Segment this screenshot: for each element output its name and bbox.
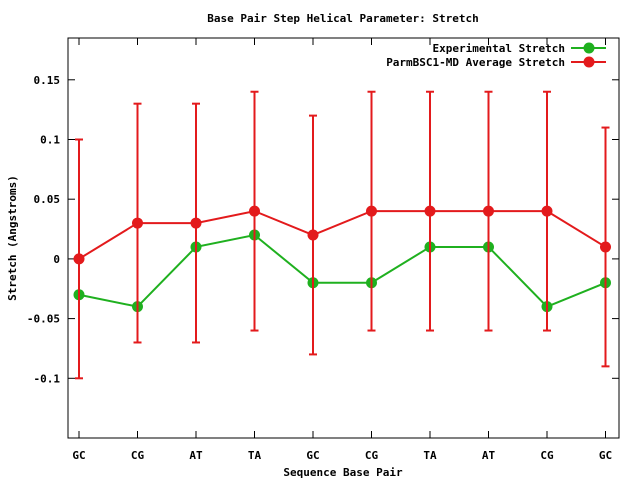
x-tick-label: AT (482, 449, 496, 462)
data-point (424, 205, 436, 217)
x-tick-label: TA (248, 449, 262, 462)
legend-marker (583, 42, 595, 54)
data-point (73, 253, 85, 265)
y-tick-label: 0.1 (40, 133, 60, 146)
x-tick-label: AT (189, 449, 203, 462)
series-experimental (73, 229, 611, 313)
series-layer (73, 90, 611, 380)
legend-label: Experimental Stretch (433, 42, 565, 55)
legend-marker (583, 56, 595, 68)
chart-title: Base Pair Step Helical Parameter: Stretc… (207, 12, 479, 25)
data-point (600, 241, 611, 253)
data-point (249, 205, 260, 217)
y-tick-label: -0.1 (34, 372, 61, 385)
y-tick-label: 0.15 (34, 74, 61, 87)
y-tick-label: 0.05 (34, 193, 61, 206)
y-tick-label: 0 (53, 253, 60, 266)
x-axis-label: Sequence Base Pair (283, 466, 403, 479)
x-tick-label: GC (72, 449, 85, 462)
data-point (132, 217, 143, 229)
legend-label: ParmBSC1-MD Average Stretch (386, 56, 565, 69)
data-point (366, 205, 377, 217)
x-tick-label: CG (540, 449, 554, 462)
data-point (541, 205, 553, 217)
data-point (190, 217, 202, 229)
plot-frame (67, 37, 620, 439)
x-tick-label: GC (306, 449, 319, 462)
data-point (307, 229, 319, 241)
x-tick-label: CG (131, 449, 145, 462)
x-tick-label: TA (423, 449, 437, 462)
x-tick-label: CG (365, 449, 379, 462)
series-line (78, 210, 607, 260)
data-point (483, 205, 494, 217)
y-axis-label: Stretch (Angstroms) (6, 175, 19, 301)
x-tick-label: GC (599, 449, 612, 462)
series-parmbsc1 (73, 90, 611, 380)
y-axis: -0.1 -0.05 0 0.05 0.1 0.15 (27, 74, 619, 385)
y-tick-label: -0.05 (27, 313, 60, 326)
x-axis: GC CG AT TA GC CG TA AT CG GC (72, 38, 612, 462)
series-line (78, 233, 606, 308)
